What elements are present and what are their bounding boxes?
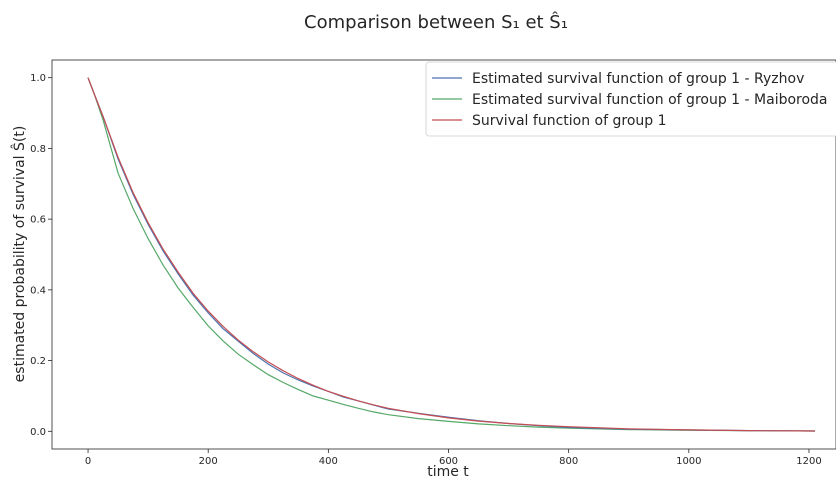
y-axis-label: estimated probability of survival Ŝ(t) (10, 126, 28, 383)
y-tick-label: 0.4 (30, 285, 46, 296)
x-tick-label: 400 (319, 456, 338, 467)
legend-label-3: Survival function of group 1 (472, 113, 667, 129)
y-tick-label: 0.8 (30, 144, 46, 155)
x-tick-label: 600 (439, 456, 458, 467)
y-axis-ticks: 0.0 0.2 0.4 0.6 0.8 1.0 (30, 73, 52, 438)
chart-legend: Estimated survival function of group 1 -… (425, 61, 836, 137)
series-line-3 (87, 77, 816, 432)
x-axis-ticks: 0 200 400 600 800 1000 1200 (85, 449, 822, 467)
x-tick-label: 1200 (796, 456, 821, 467)
legend-label-1: Estimated survival function of group 1 -… (472, 71, 804, 87)
y-tick-label: 1.0 (30, 73, 46, 84)
plot-area-frame (51, 59, 836, 450)
legend-label-2: Estimated survival function of group 1 -… (472, 92, 828, 108)
y-tick-label: 0.2 (30, 356, 46, 367)
x-tick-label: 200 (199, 456, 218, 467)
x-axis-label: time t (427, 464, 469, 478)
y-tick-label: 0.0 (30, 427, 46, 438)
legend-box (425, 61, 836, 137)
chart-title: Comparison between S₁ et Ŝ₁ (304, 11, 568, 33)
x-tick-label: 1000 (676, 456, 701, 467)
series-lines (87, 77, 816, 432)
y-tick-label: 0.6 (30, 215, 46, 226)
x-tick-label: 800 (559, 456, 578, 467)
x-tick-label: 0 (85, 456, 91, 467)
series-line-2 (87, 77, 816, 432)
